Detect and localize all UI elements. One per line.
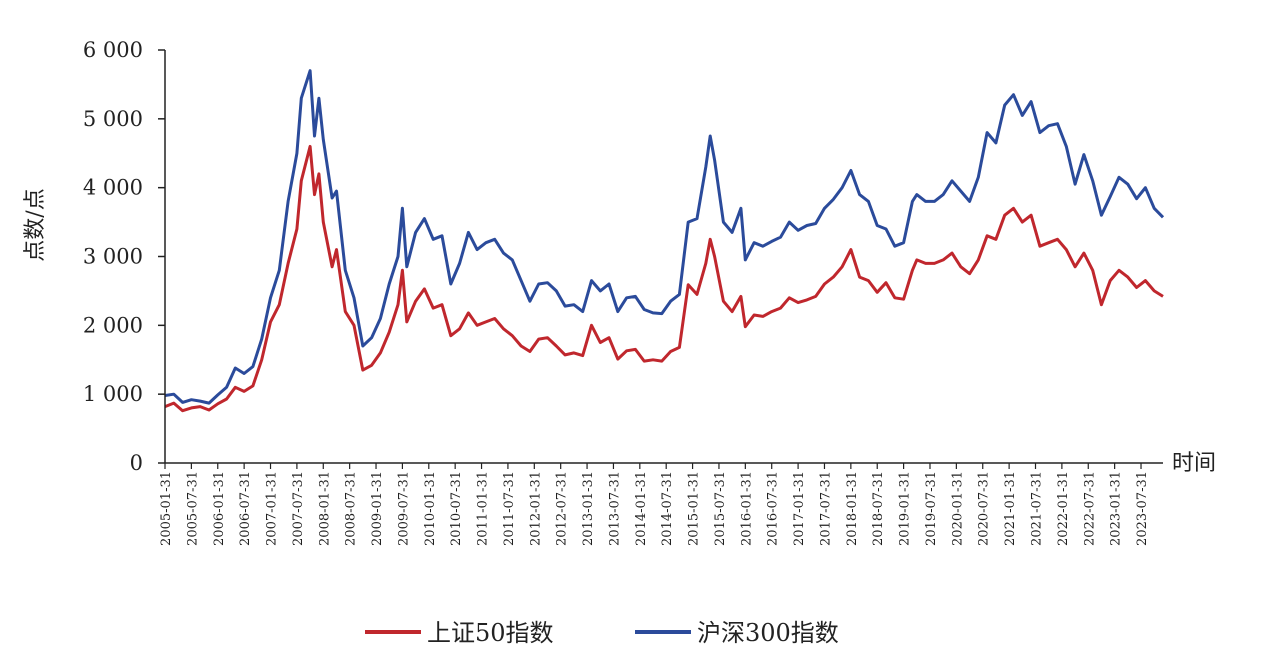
x-tick-label: 2009-01-31 [370, 471, 385, 546]
x-tick-label: 2006-01-31 [212, 471, 227, 546]
y-tick-label: 2 000 [83, 313, 143, 337]
x-tick-label: 2019-01-31 [898, 471, 913, 546]
x-tick-label: 2018-01-31 [845, 471, 860, 546]
x-tick-label: 2021-01-31 [1003, 471, 1018, 546]
x-tick-label: 2010-01-31 [423, 471, 438, 546]
y-tick-label: 6 000 [83, 38, 143, 62]
x-tick-label: 2012-01-31 [528, 471, 543, 546]
x-tick-label: 2007-01-31 [265, 471, 280, 546]
x-tick-label: 2013-01-31 [581, 471, 596, 546]
x-tick-label: 2023-01-31 [1109, 471, 1124, 546]
x-tick-label: 2022-07-31 [1082, 471, 1097, 546]
y-tick-label: 3 000 [83, 245, 143, 269]
x-tick-label: 2020-07-31 [977, 471, 992, 546]
legend-label-shanghai50: 上证50指数 [427, 619, 554, 647]
x-tick-label: 2005-07-31 [185, 471, 200, 546]
x-tick-label: 2014-07-31 [660, 471, 675, 546]
x-tick-label: 2019-07-31 [924, 471, 939, 546]
x-tick-label: 2008-07-31 [344, 471, 359, 546]
x-tick-label: 2011-01-31 [476, 471, 491, 546]
x-axis-ticks: 2005-01-31 2005-07-31 2006-01-31 2006-07-31… [159, 463, 1150, 546]
legend: 上证50指数 沪深300指数 [365, 619, 839, 647]
x-axis-title: 时间 [1172, 451, 1216, 476]
x-tick-label: 2011-07-31 [502, 471, 517, 546]
x-tick-label: 2023-07-31 [1135, 471, 1150, 546]
x-tick-label: 2018-07-31 [871, 471, 886, 546]
x-tick-label: 2006-07-31 [238, 471, 253, 546]
x-tick-label: 2008-01-31 [317, 471, 332, 546]
y-tick-label: 4 000 [83, 176, 143, 200]
x-tick-label: 2015-07-31 [713, 471, 728, 546]
x-tick-label: 2016-01-31 [739, 471, 754, 546]
x-tick-label: 2016-07-31 [766, 471, 781, 546]
x-tick-label: 2017-01-31 [792, 471, 807, 546]
x-tick-label: 2005-01-31 [159, 471, 174, 546]
y-tick-label: 5 000 [83, 107, 143, 131]
x-tick-label: 2017-07-31 [818, 471, 833, 546]
y-tick-label: 0 [130, 451, 143, 475]
x-tick-label: 2021-07-31 [1030, 471, 1045, 546]
x-tick-label: 2014-01-31 [634, 471, 649, 546]
x-tick-label: 2022-01-31 [1056, 471, 1071, 546]
x-tick-label: 2012-07-31 [555, 471, 570, 546]
x-tick-label: 2007-07-31 [291, 471, 306, 546]
series-line-csi300 [164, 69, 1165, 405]
y-axis-ticks: 0 1 000 2 000 3 000 4 000 5 000 6 000 [83, 38, 165, 475]
x-tick-label: 2013-07-31 [607, 471, 622, 546]
x-tick-label: 2020-01-31 [950, 471, 965, 546]
x-tick-label: 2015-01-31 [687, 471, 702, 546]
y-tick-label: 1 000 [83, 382, 143, 406]
x-tick-label: 2010-07-31 [449, 471, 464, 546]
x-tick-label: 2009-07-31 [396, 471, 411, 546]
y-axis-title: 点数/点 [23, 188, 48, 261]
series-lines [164, 69, 1165, 413]
legend-label-csi300: 沪深300指数 [697, 619, 839, 647]
series-line-shanghai50 [164, 144, 1164, 413]
